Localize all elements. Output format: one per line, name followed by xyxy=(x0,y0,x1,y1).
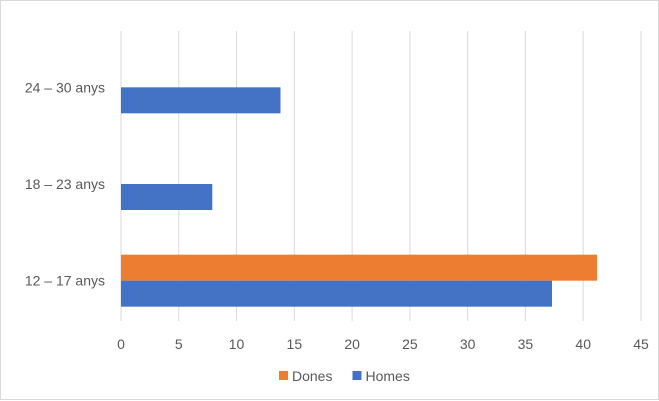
legend-label-homes: Homes xyxy=(366,368,410,384)
bar-dones-2 xyxy=(121,254,598,281)
x-tick-label: 45 xyxy=(633,336,649,352)
legend-swatch-homes xyxy=(352,371,362,380)
legend: Dones Homes xyxy=(279,368,410,384)
x-tick-label: 15 xyxy=(287,336,303,352)
x-tick-label: 30 xyxy=(460,336,476,352)
category-labels: 24 – 30 anys 18 – 23 anys 12 – 17 anys xyxy=(25,79,105,288)
category-label: 12 – 17 anys xyxy=(25,273,105,289)
x-tick-label: 40 xyxy=(575,336,591,352)
x-tick-label: 0 xyxy=(117,336,125,352)
bar-homes-2 xyxy=(121,280,553,307)
x-tick-label: 25 xyxy=(402,336,418,352)
x-tick-label: 20 xyxy=(344,336,360,352)
bars xyxy=(121,87,598,307)
legend-label-dones: Dones xyxy=(292,368,332,384)
bar-homes-0 xyxy=(121,87,281,114)
x-tick-label: 35 xyxy=(518,336,534,352)
x-tick-label: 10 xyxy=(229,336,245,352)
x-axis-tick-labels: 0 5 10 15 20 25 30 35 40 45 xyxy=(117,336,649,352)
bar-homes-1 xyxy=(121,184,213,210)
x-tick-label: 5 xyxy=(175,336,183,352)
legend-swatch-dones xyxy=(279,371,288,380)
category-label: 24 – 30 anys xyxy=(25,79,105,95)
gridlines xyxy=(120,31,642,321)
category-label: 18 – 23 anys xyxy=(25,176,105,192)
